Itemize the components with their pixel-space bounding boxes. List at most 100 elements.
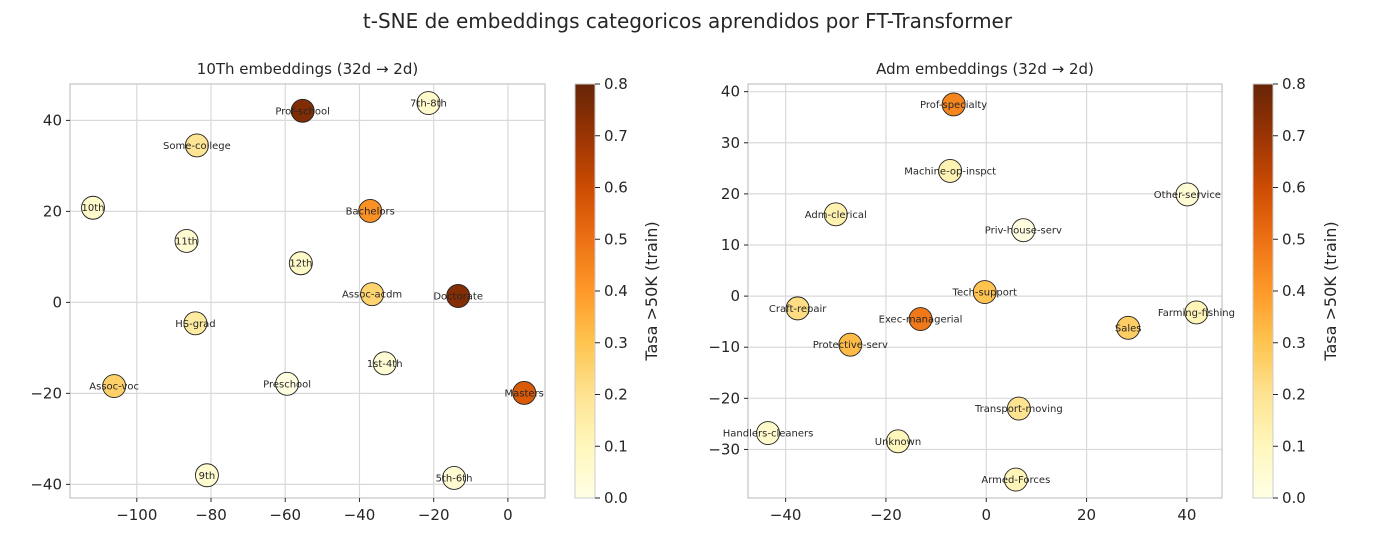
colorbar-tick-label: 0.1 [604, 437, 628, 455]
colorbar-tick-label: 0.6 [604, 179, 628, 197]
x-tick-label: −100 [116, 506, 157, 524]
plot-frame [747, 83, 1223, 499]
data-point [102, 374, 127, 399]
y-tick-label: −20 [30, 384, 62, 402]
data-point [372, 351, 397, 376]
point-label: Armed-Forces [981, 475, 1050, 486]
y-tick-label: 10 [721, 236, 740, 254]
point-label: 12th [289, 259, 312, 270]
point-label: Bachelors [346, 206, 395, 217]
scatter-panel-1: 10Th embeddings (32d → 2d) −100 −80 −60 −40 −… [30, 60, 661, 524]
point-label: Some-college [163, 141, 231, 152]
point-label: Exec-managerial [879, 315, 963, 326]
point-label: Preschool [263, 379, 311, 390]
y-tick-label: 40 [43, 111, 62, 129]
data-point [1116, 315, 1141, 340]
x-tick-label: −20 [870, 506, 902, 524]
data-point [756, 421, 781, 446]
y-tick-label: 20 [43, 202, 62, 220]
x-tick-label: 20 [1077, 506, 1096, 524]
y-tick-label: 30 [721, 134, 740, 152]
data-point [838, 332, 863, 357]
data-point [1011, 218, 1036, 243]
point-label: Assoc-voc [89, 382, 139, 393]
data-point [183, 311, 208, 336]
colorbar-tick-label: 0.4 [604, 282, 628, 300]
data-point [360, 282, 385, 307]
y-tick-label: 0 [730, 287, 740, 305]
data-point [941, 92, 966, 117]
colorbar [574, 83, 596, 499]
y-tick-label: 20 [721, 185, 740, 203]
colorbar-tick-label: 0.1 [1282, 437, 1306, 455]
x-tick-label: 0 [981, 506, 991, 524]
scatter-panel-2: Adm embeddings (32d → 2d) −40 −20 0 20 40 −30 −… [708, 60, 1340, 524]
point-label: 5th-6th [436, 473, 473, 484]
chart-panels: 10Th embeddings (32d → 2d)−100 −80 −60 −40−… [30, 60, 1340, 524]
data-point [972, 280, 997, 304]
point-label: 9th [199, 471, 216, 482]
figure-title: t-SNE de embeddings categoricos aprendid… [363, 9, 1013, 33]
point-label: Craft-repair [769, 304, 827, 315]
point-label: Machine-op-inspct [904, 166, 996, 177]
x-tick-label: −20 [418, 506, 450, 524]
data-point [290, 98, 315, 123]
x-tick-label: −40 [344, 506, 376, 524]
data-point [886, 429, 910, 454]
colorbar-label: Tasa >50K (train) [1321, 221, 1340, 361]
data-point [288, 251, 313, 276]
colorbar-tick-label: 0.5 [604, 230, 628, 248]
colorbar-tick-label: 0.6 [1282, 179, 1306, 197]
colorbar-tick-label: 0.4 [1282, 282, 1306, 300]
x-tick-label: 40 [1177, 506, 1196, 524]
y-tick-label: −10 [708, 338, 740, 356]
colorbar-tick-label: 0.0 [604, 489, 628, 507]
data-point [174, 229, 199, 253]
point-label: Priv-house-serv [985, 226, 1062, 237]
point-label: Tech-support [952, 288, 1017, 299]
y-tick-label: −30 [708, 440, 740, 458]
point-label: Prof-school [275, 106, 330, 117]
data-point [275, 371, 300, 396]
data-point [908, 307, 933, 332]
point-label: Transport-moving [974, 404, 1063, 415]
panel-title: Adm embeddings (32d → 2d) [876, 60, 1094, 78]
data-point [184, 133, 209, 158]
point-label: Other-service [1154, 190, 1221, 201]
y-tick-label: 0 [52, 293, 62, 311]
data-point [442, 466, 467, 490]
point-label: Farming-fishing [1158, 308, 1235, 319]
point-label: 11th [175, 236, 198, 247]
colorbar-label: Tasa >50K (train) [642, 221, 661, 361]
data-point [358, 198, 383, 223]
point-label: Unknown [875, 437, 921, 448]
point-label: Sales [1115, 323, 1142, 334]
data-point [785, 296, 810, 321]
data-point [512, 380, 537, 405]
point-label: 10th [82, 203, 105, 214]
panel-title: 10Th embeddings (32d → 2d) [197, 60, 418, 78]
colorbar-tick-label: 0.0 [1282, 489, 1306, 507]
data-point [194, 463, 219, 488]
data-point [416, 91, 441, 116]
x-tick-label: 0 [503, 506, 513, 524]
x-tick-label: −40 [770, 506, 802, 524]
point-label: 7th-8th [410, 99, 447, 110]
data-point [81, 195, 105, 220]
data-point [1184, 300, 1209, 325]
colorbar-tick-label: 0.7 [1282, 127, 1306, 145]
point-label: Adm-clerical [805, 210, 867, 221]
colorbar-tick-label: 0.3 [1282, 334, 1306, 352]
point-label: Assoc-acdm [342, 290, 402, 301]
point-label: Masters [505, 388, 544, 399]
y-tick-label: 40 [721, 83, 740, 101]
colorbar-tick-label: 0.7 [604, 127, 628, 145]
data-point [446, 284, 471, 308]
colorbar-tick-label: 0.8 [1282, 75, 1306, 93]
point-label: 1st-4th [367, 359, 403, 370]
data-point [1003, 467, 1028, 492]
point-label: Prof-specialty [920, 100, 987, 111]
data-point [1006, 396, 1031, 421]
point-label: Handlers-cleaners [723, 429, 814, 440]
